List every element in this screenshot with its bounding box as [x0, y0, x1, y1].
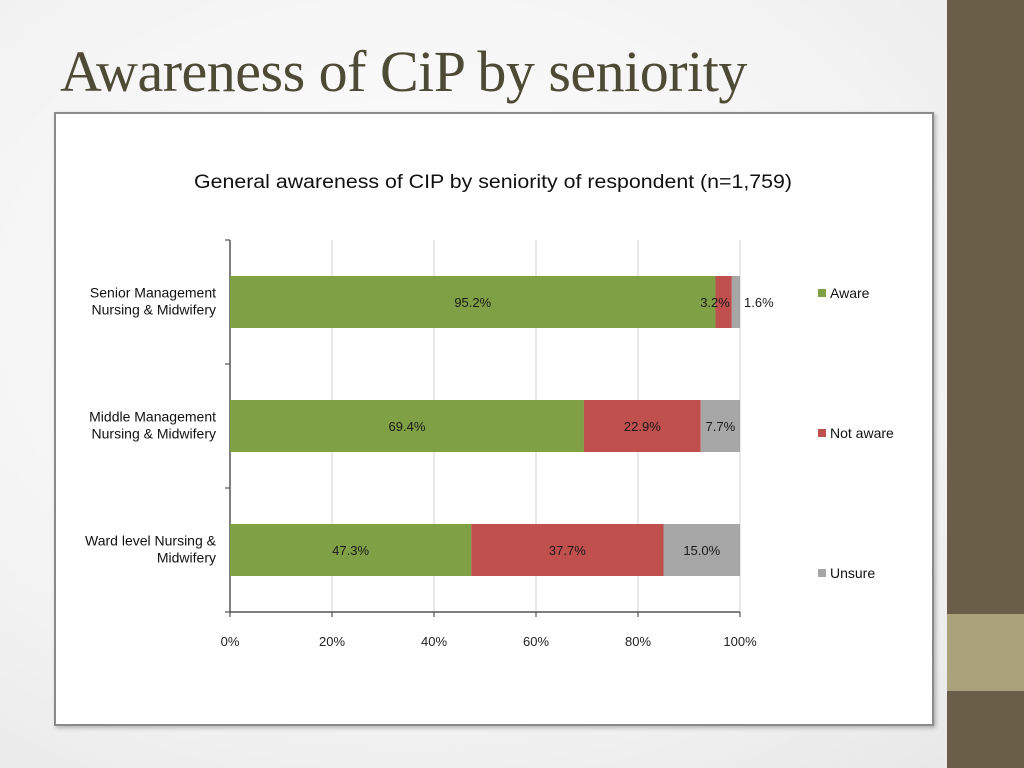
x-tick-label: 80%: [625, 634, 651, 649]
x-tick-label: 60%: [523, 634, 549, 649]
bar-not-aware: [583, 400, 701, 452]
x-tick-label: 20%: [319, 634, 345, 649]
bar-unsure: [700, 400, 740, 452]
category-label: Midwifery: [157, 550, 216, 566]
data-label: 22.9%: [624, 419, 661, 434]
legend-swatch: [818, 569, 826, 577]
data-label: 95.2%: [454, 295, 491, 310]
category-label: Middle Management: [89, 409, 216, 425]
slide-title: Awareness of CiP by seniority: [60, 39, 747, 104]
data-label: 7.7%: [706, 419, 736, 434]
data-label: 1.6%: [744, 295, 774, 310]
x-tick-label: 0%: [221, 634, 240, 649]
chart-frame: General awareness of CIP by seniority of…: [54, 112, 934, 726]
bar-not-aware: [471, 524, 664, 576]
category-label: Nursing & Midwifery: [92, 426, 216, 442]
x-tick-label: 100%: [723, 634, 757, 649]
chart-title: General awareness of CIP by seniority of…: [194, 172, 792, 193]
data-label: 3.2%: [700, 295, 730, 310]
bar-aware: [230, 524, 472, 576]
bar-not-aware: [715, 276, 732, 328]
data-label: 37.7%: [549, 543, 586, 558]
bar-unsure: [731, 276, 740, 328]
legend-swatch: [818, 289, 826, 297]
category-label: Nursing & Midwifery: [92, 302, 216, 318]
x-tick-label: 40%: [421, 634, 447, 649]
stacked-bar-chart: General awareness of CIP by seniority of…: [85, 172, 894, 649]
data-label: 47.3%: [332, 543, 369, 558]
legend-swatch: [818, 429, 826, 437]
category-label: Ward level Nursing &: [85, 533, 217, 549]
data-label: 69.4%: [389, 419, 426, 434]
bar-aware: [230, 400, 584, 452]
category-label: Senior Management: [90, 285, 216, 301]
side-decor-accent: [947, 614, 1024, 691]
legend-label: Aware: [830, 285, 870, 301]
legend-label: Not aware: [830, 425, 894, 441]
bar-aware: [230, 276, 716, 328]
data-label: 15.0%: [683, 543, 720, 558]
bar-unsure: [663, 524, 740, 576]
legend-label: Unsure: [830, 565, 875, 581]
